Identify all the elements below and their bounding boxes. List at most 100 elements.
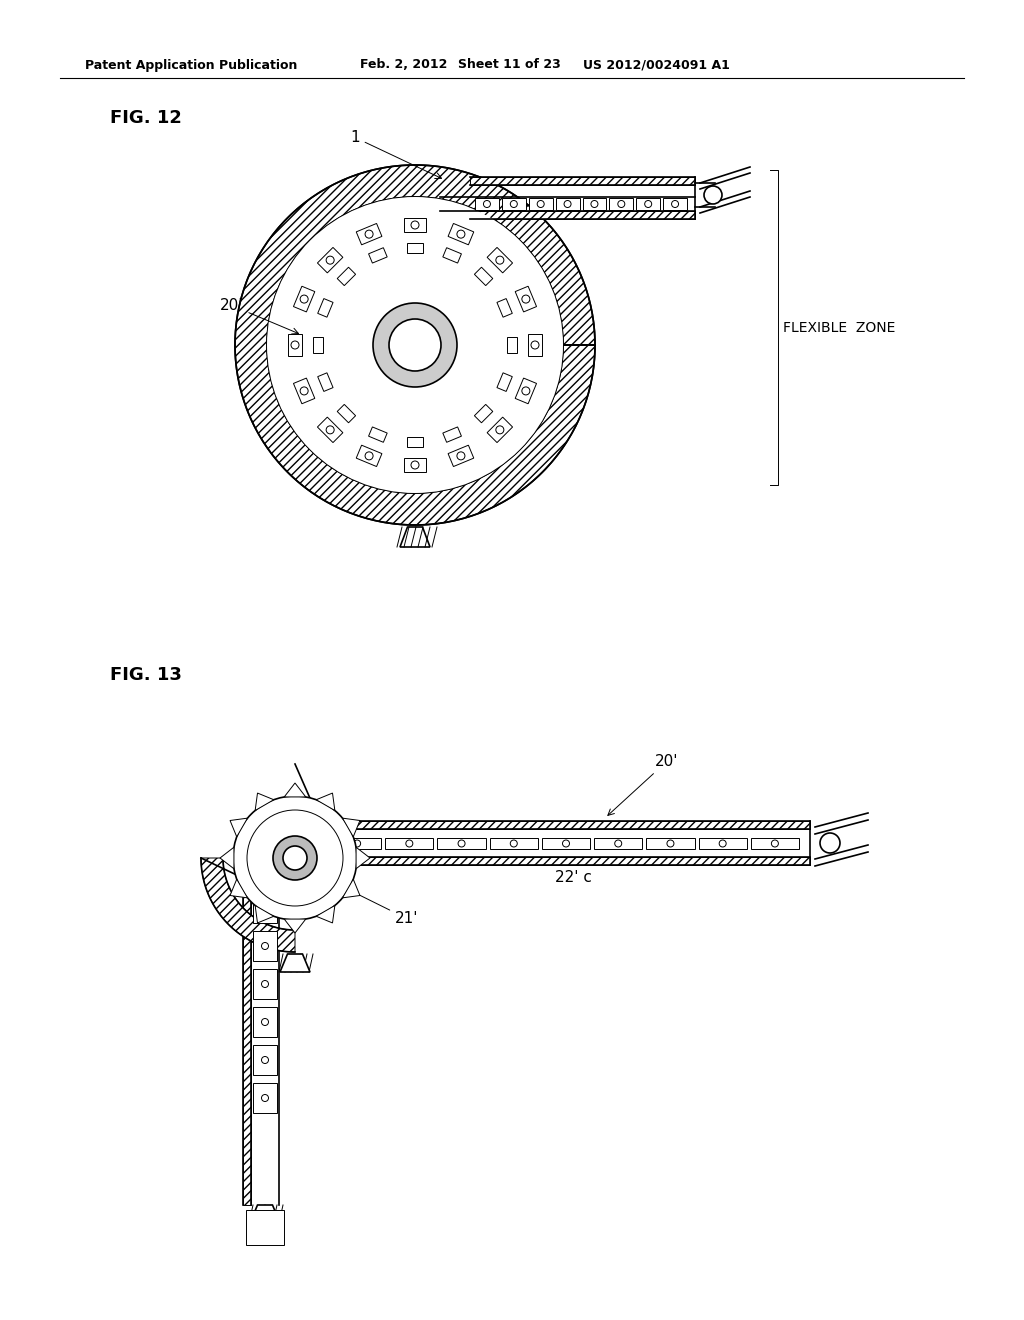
Bar [253, 894, 278, 923]
Circle shape [261, 1056, 268, 1064]
Polygon shape [201, 858, 295, 952]
Bar [542, 838, 590, 849]
Circle shape [496, 426, 504, 434]
Polygon shape [407, 437, 423, 447]
Circle shape [522, 296, 529, 304]
Circle shape [614, 840, 622, 847]
Polygon shape [528, 334, 542, 356]
Polygon shape [356, 223, 382, 244]
Circle shape [233, 796, 357, 920]
Circle shape [291, 341, 299, 348]
Circle shape [562, 840, 569, 847]
Circle shape [531, 341, 539, 348]
Bar [556, 198, 580, 210]
Bar [246, 1210, 284, 1245]
Bar [502, 198, 525, 210]
Polygon shape [356, 847, 370, 869]
Circle shape [267, 197, 563, 492]
Polygon shape [342, 818, 360, 837]
Circle shape [389, 319, 441, 371]
Circle shape [458, 840, 465, 847]
Circle shape [645, 201, 651, 207]
Polygon shape [474, 404, 493, 422]
Polygon shape [369, 426, 387, 442]
Bar [325, 821, 810, 829]
Text: Feb. 2, 2012: Feb. 2, 2012 [360, 58, 447, 71]
Polygon shape [337, 267, 355, 285]
Circle shape [457, 451, 465, 459]
Circle shape [366, 230, 373, 238]
Bar [385, 838, 433, 849]
Polygon shape [288, 334, 302, 356]
Bar [253, 1007, 278, 1038]
Bar [333, 838, 381, 849]
Circle shape [538, 201, 544, 207]
Bar [253, 969, 278, 999]
Circle shape [564, 201, 571, 207]
Circle shape [483, 201, 490, 207]
Bar [253, 1082, 278, 1113]
Bar [470, 177, 695, 185]
Polygon shape [255, 793, 273, 810]
Bar [664, 198, 687, 210]
Circle shape [667, 840, 674, 847]
Text: Sheet 11 of 23: Sheet 11 of 23 [458, 58, 561, 71]
Polygon shape [356, 445, 382, 466]
Polygon shape [294, 286, 314, 312]
Bar [253, 931, 278, 961]
Circle shape [719, 840, 726, 847]
Polygon shape [285, 919, 306, 933]
Circle shape [510, 840, 517, 847]
Circle shape [261, 981, 268, 987]
Circle shape [366, 451, 373, 459]
Circle shape [300, 387, 308, 395]
Circle shape [457, 230, 465, 238]
Polygon shape [449, 223, 474, 244]
Polygon shape [474, 267, 493, 285]
Circle shape [327, 256, 334, 264]
Circle shape [273, 836, 317, 880]
Polygon shape [337, 404, 355, 422]
Polygon shape [230, 818, 248, 837]
Polygon shape [497, 298, 512, 317]
Polygon shape [442, 426, 462, 442]
Bar [325, 857, 810, 865]
Text: US 2012/0024091 A1: US 2012/0024091 A1 [583, 58, 730, 71]
Circle shape [496, 256, 504, 264]
Circle shape [261, 1094, 268, 1101]
Bar [751, 838, 799, 849]
Polygon shape [316, 793, 335, 810]
Polygon shape [280, 954, 310, 972]
Text: FIG. 13: FIG. 13 [110, 667, 182, 684]
Polygon shape [487, 247, 513, 273]
Bar [243, 878, 251, 1205]
Circle shape [411, 220, 419, 228]
Polygon shape [400, 527, 430, 546]
Text: 20': 20' [608, 754, 679, 816]
Polygon shape [294, 378, 314, 404]
Bar [440, 211, 695, 219]
Circle shape [771, 840, 778, 847]
Circle shape [672, 201, 679, 207]
Polygon shape [442, 248, 462, 263]
Circle shape [510, 201, 517, 207]
Circle shape [261, 942, 268, 949]
Polygon shape [407, 243, 423, 253]
Polygon shape [487, 417, 513, 442]
Circle shape [261, 904, 268, 912]
Text: FLEXIBLE  ZONE: FLEXIBLE ZONE [783, 321, 895, 334]
Circle shape [247, 810, 343, 906]
Circle shape [522, 387, 529, 395]
Text: FIG. 12: FIG. 12 [110, 110, 182, 127]
Polygon shape [316, 906, 335, 923]
Polygon shape [497, 372, 512, 392]
Polygon shape [285, 783, 306, 797]
Polygon shape [255, 906, 273, 923]
Polygon shape [515, 378, 537, 404]
Polygon shape [515, 286, 537, 312]
Polygon shape [404, 218, 426, 232]
Polygon shape [317, 247, 343, 273]
Bar [636, 198, 660, 210]
Circle shape [820, 833, 840, 853]
Bar [698, 838, 746, 849]
